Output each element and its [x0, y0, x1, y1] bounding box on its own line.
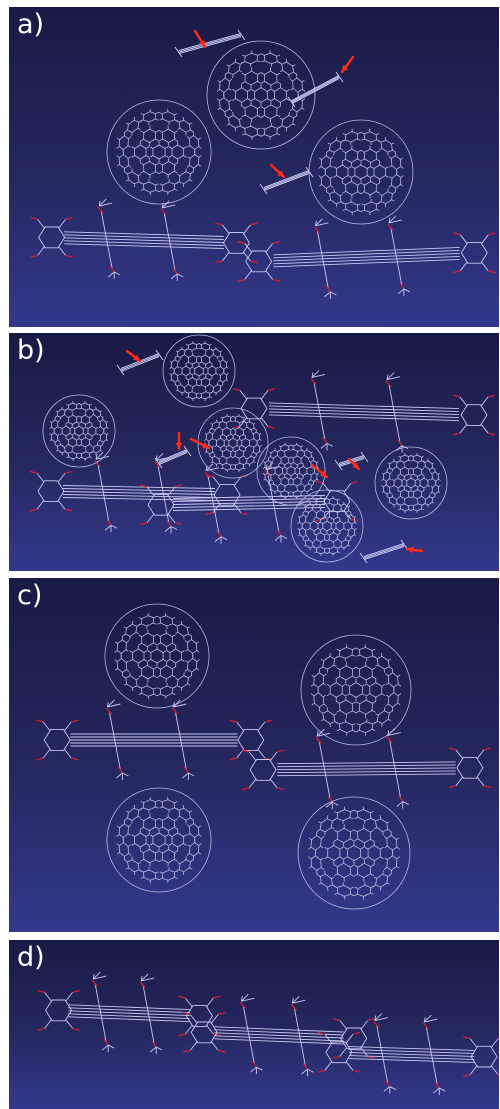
fullerene-b-2: [42, 394, 116, 468]
fullerene-c-2: [106, 787, 212, 893]
fullerene-b-5: [290, 489, 364, 563]
fullerene-a-3: [308, 119, 414, 225]
fullerene-c-3: [300, 634, 412, 746]
fullerene-b-1: [162, 334, 236, 408]
molecule-d-3: [317, 1013, 499, 1096]
panel-b: b): [9, 333, 499, 571]
fullerene-b-6: [374, 446, 448, 520]
fullerene-a-2: [206, 40, 316, 150]
fullerene-a-1: [106, 99, 212, 205]
molecule-a-1: [30, 198, 258, 281]
panel-d: d): [9, 940, 499, 1109]
panel-c-label: c): [17, 580, 43, 611]
red-arrow-b-3: [189, 437, 211, 450]
panel-a-label: a): [17, 9, 45, 40]
molecule-d-1: [37, 971, 221, 1054]
red-arrow-b-6: [405, 546, 424, 554]
molecule-d-2: [183, 993, 375, 1077]
solvent-rod-a-1: [174, 29, 246, 58]
solvent-rod-b-2: [154, 445, 192, 469]
molecule-c-1: [36, 699, 272, 780]
panel-b-label: b): [17, 335, 45, 366]
red-arrow-b-2: [175, 431, 183, 451]
molecule-a-2: [237, 215, 496, 299]
fullerene-c-4: [297, 796, 411, 910]
red-arrow-a-1: [193, 29, 207, 49]
solvent-rod-a-2: [287, 71, 344, 108]
red-arrow-a-2: [340, 55, 355, 74]
panel-a-scene: [30, 29, 496, 299]
panel-c: c): [9, 578, 499, 932]
fullerene-b-3: [197, 407, 269, 479]
molecule-b-2: [139, 462, 359, 544]
red-arrow-b-5: [347, 457, 361, 471]
panel-d-scene: [37, 971, 499, 1096]
red-arrow-a-3: [269, 163, 286, 179]
red-arrow-b-4: [310, 463, 329, 479]
panel-b-scene: [29, 334, 496, 564]
panel-a: a): [9, 7, 499, 327]
solvent-rod-b-4: [359, 539, 409, 564]
fullerene-b-4: [256, 436, 326, 506]
solvent-rod-b-1: [116, 349, 164, 376]
panel-c-scene: [36, 603, 492, 910]
solvent-rod-a-3: [259, 166, 314, 195]
red-arrow-b-1: [125, 349, 142, 363]
molecule-c-2: [241, 728, 492, 810]
molecule-b-3: [232, 370, 496, 453]
panel-d-label: d): [17, 942, 45, 973]
fullerene-c-1: [104, 603, 210, 709]
molecule-b-1: [29, 451, 249, 534]
